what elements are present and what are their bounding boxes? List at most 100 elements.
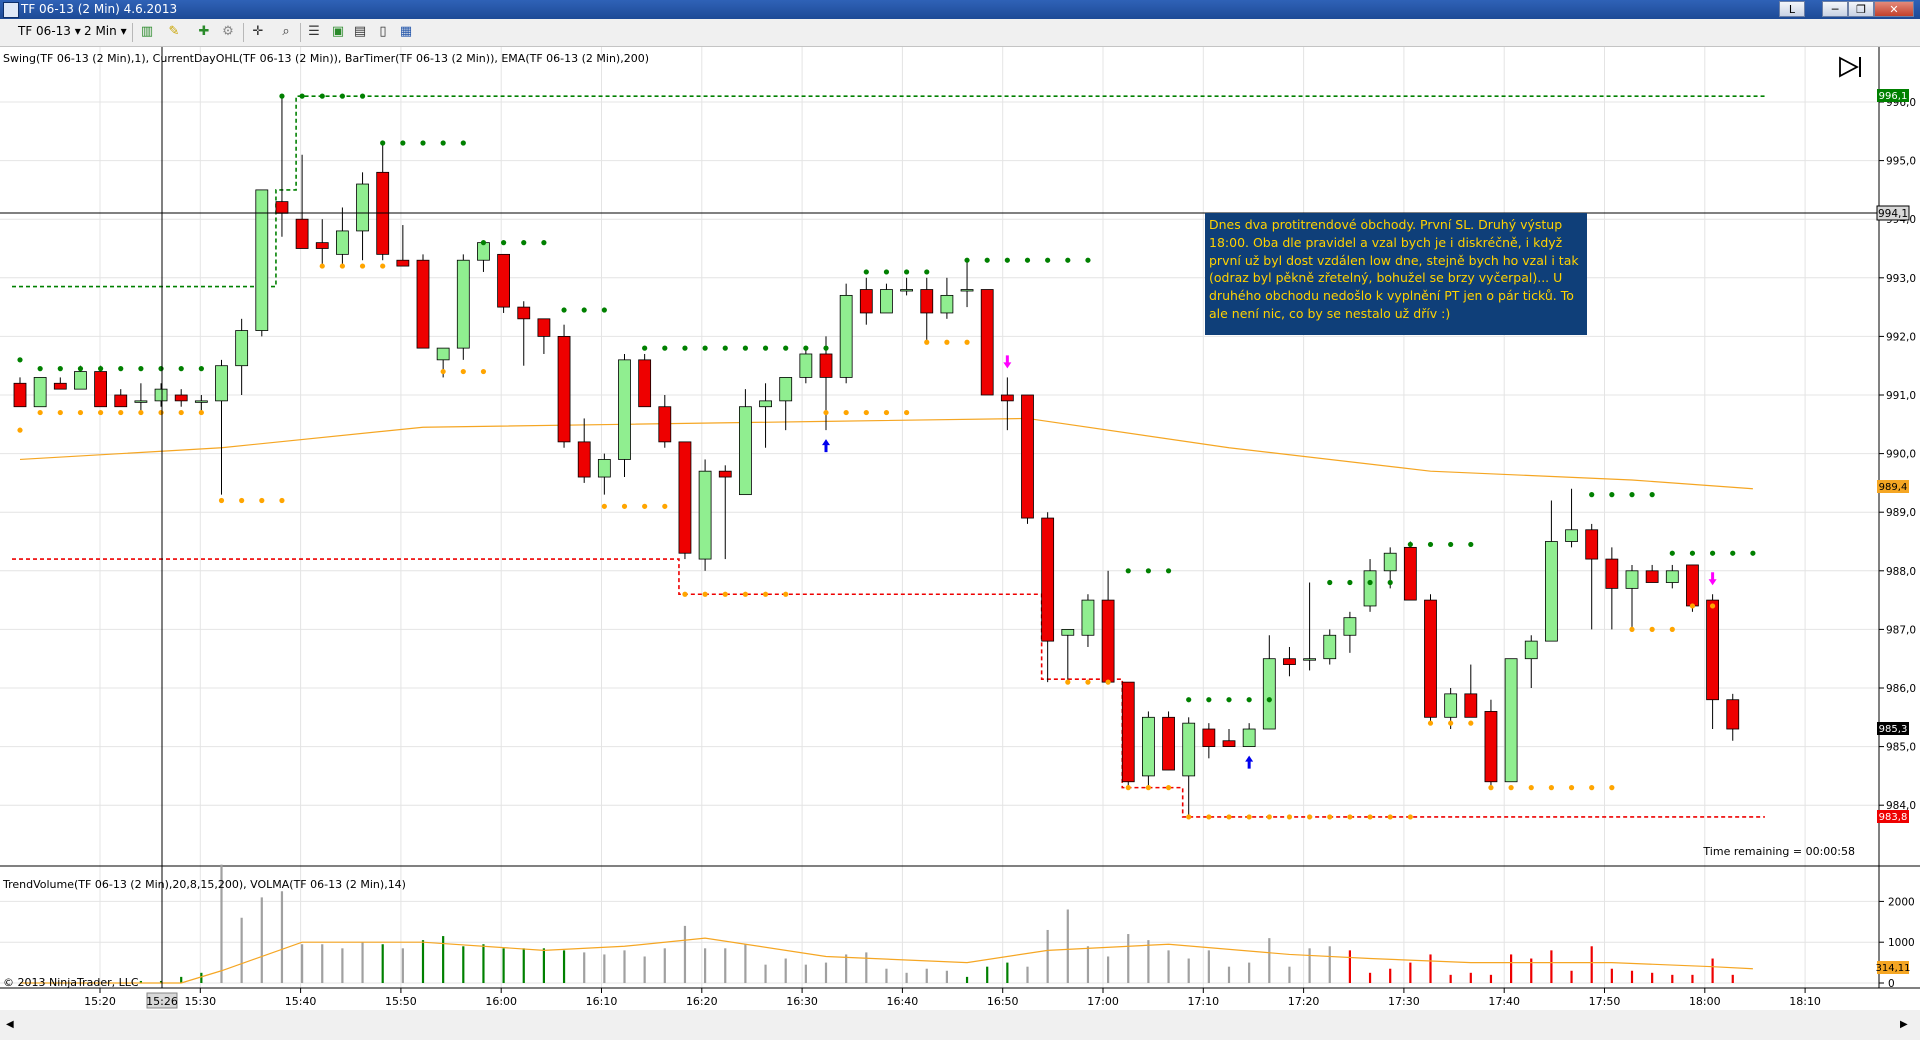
minimize-button[interactable]: ─	[1822, 1, 1848, 17]
swing-high-dot	[118, 366, 124, 372]
swing-high-dot	[1206, 697, 1212, 703]
down-candle	[114, 394, 128, 408]
price-axis[interactable]: 996,0995,0994,0993,0992,0991,0990,0989,0…	[1879, 97, 1916, 812]
swing-high-dot	[359, 93, 366, 99]
swing-high-dot	[1589, 492, 1595, 498]
swing-high-dot	[1387, 579, 1393, 586]
swing-high-dot	[1347, 579, 1353, 586]
down-candle	[174, 394, 188, 402]
price-tick-label: 990,0	[1886, 449, 1916, 461]
down-candle	[497, 253, 511, 308]
swing-high-dot	[863, 269, 869, 275]
bar-type-icon[interactable]: ▥	[140, 24, 154, 39]
price-tick-label: 984,0	[1886, 800, 1916, 812]
page-icon[interactable]: ▯	[379, 24, 387, 39]
horizontal-scrollbar[interactable]: ◀ ▶	[0, 1010, 1920, 1040]
time-tick-label: 17:10	[1187, 995, 1219, 1008]
swing-low-dot	[1347, 814, 1353, 820]
price-tick-label: 986,0	[1886, 683, 1916, 695]
swing-high-dot	[400, 140, 406, 146]
volume-axis[interactable]: 2000 1000 0	[1879, 896, 1915, 990]
scroll-right-icon[interactable]: ▶	[1900, 1019, 1908, 1030]
up-candle	[255, 189, 269, 331]
short-entry-arrow-icon	[1003, 355, 1012, 369]
day-low-tag	[1877, 810, 1909, 823]
trade-markers	[822, 355, 1717, 769]
time-tick-label: 17:00	[1087, 995, 1119, 1008]
swing-high-dot	[98, 366, 104, 372]
time-tick-label: 15:50	[385, 995, 417, 1008]
volma-line	[20, 937, 1753, 984]
swing-low-dot	[1246, 814, 1252, 820]
swing-high-dot	[1427, 541, 1434, 548]
up-candle	[235, 330, 249, 367]
down-candle	[1726, 699, 1740, 730]
up-candle	[597, 459, 611, 478]
close-button[interactable]: ✕	[1874, 1, 1914, 17]
up-candle	[618, 359, 631, 460]
swing-high-dot	[1609, 492, 1615, 498]
down-candle	[1101, 599, 1115, 683]
down-candle	[859, 289, 873, 314]
day-high-tag-label: 996,1	[1879, 91, 1908, 102]
swing-low-dot	[440, 368, 446, 375]
up-candle	[1625, 570, 1639, 589]
time-tick-label: 16:10	[586, 995, 618, 1008]
instrument-selector[interactable]: TF 06-13 ▾	[18, 24, 81, 38]
time-tick-label: 17:30	[1388, 995, 1420, 1008]
chart-snapshot-icon[interactable]: ▤	[353, 24, 367, 39]
swing-low-dot	[904, 409, 910, 416]
up-candle	[900, 289, 913, 292]
add-indicator-icon[interactable]: ✚	[198, 24, 210, 39]
day-high-tag	[1877, 89, 1909, 102]
up-candle	[1343, 617, 1357, 636]
time-axis[interactable]: 15:20 15:30 15:40 15:50 16:00 16:10 16:20 16:30…	[84, 988, 1821, 1008]
chart-canvas[interactable]: 996,0995,0994,0993,0992,0991,0990,0989,0…	[0, 47, 1920, 1010]
scroll-left-icon[interactable]: ◀	[6, 1019, 14, 1030]
time-tick-label: 17:40	[1488, 995, 1520, 1008]
data-box-icon[interactable]: ▣	[331, 24, 345, 39]
maximize-button[interactable]: ❐	[1848, 1, 1874, 17]
swing-low-dot	[57, 409, 63, 416]
last-price-tag	[1877, 722, 1909, 735]
chart-note[interactable]: Dnes dva protitrendové obchody. První SL…	[1205, 213, 1587, 335]
long-entry-arrow-icon	[1245, 755, 1254, 769]
swing-high-dot	[158, 366, 164, 372]
template-icon[interactable]: ▦	[399, 24, 413, 39]
swing-low-dot	[37, 409, 43, 416]
interval-selector[interactable]: 2 Min ▾	[84, 24, 127, 38]
down-candle	[1403, 546, 1417, 601]
swing-low-dot	[742, 591, 749, 597]
swing-low-dot	[863, 409, 869, 416]
swing-low-dot	[1407, 814, 1413, 820]
scroll-to-end-icon[interactable]	[1839, 56, 1861, 78]
properties-icon[interactable]: ☰	[308, 24, 320, 39]
swing-low-dot	[138, 409, 144, 416]
swing-high-dot	[642, 345, 648, 351]
crosshair-icon[interactable]: ✛	[252, 24, 264, 39]
up-candle	[1444, 693, 1458, 718]
up-candle	[1242, 728, 1256, 748]
app-icon	[3, 2, 19, 18]
zoom-icon[interactable]: ⌕	[282, 24, 290, 39]
up-candle	[154, 388, 168, 402]
pencil-icon[interactable]: ✎	[168, 24, 180, 39]
strategy-icon[interactable]: ⚙	[222, 24, 234, 39]
crosshair-time: 15:26	[146, 995, 178, 1008]
swing-low-dot	[198, 409, 204, 416]
swing-high-dot	[803, 345, 809, 351]
swing-low-dot	[1206, 814, 1212, 820]
up-candle	[1665, 570, 1679, 583]
link-button[interactable]: L	[1779, 1, 1805, 17]
swing-high-dot	[742, 345, 749, 351]
price-tick-label: 985,0	[1886, 742, 1916, 754]
swing-low-dot	[783, 591, 789, 597]
candles	[13, 96, 1740, 817]
up-candle	[779, 377, 793, 402]
swing-high-dot	[521, 240, 527, 246]
down-candle	[53, 382, 67, 390]
swing-high-dot	[138, 366, 144, 372]
swing-low-dot	[1568, 785, 1575, 791]
current-day-ohl	[12, 95, 1765, 818]
swing-high-dot	[1145, 568, 1151, 574]
